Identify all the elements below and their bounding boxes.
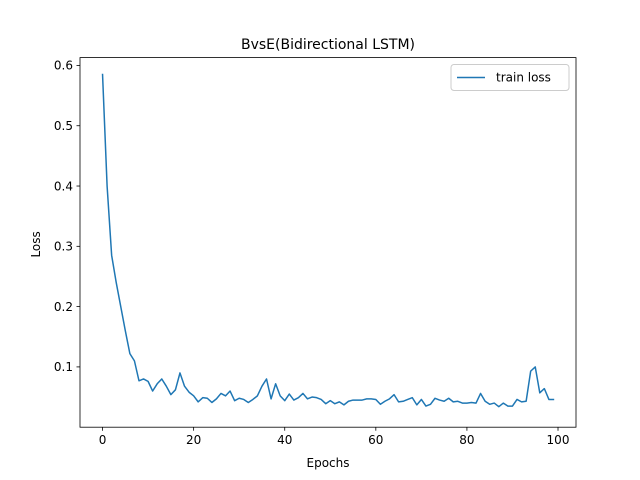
- chart-title: BvsE(Bidirectional LSTM): [241, 37, 415, 53]
- train-loss-line: [101, 73, 555, 408]
- x-tick-label: 0: [99, 433, 107, 447]
- x-tick-label: 60: [368, 433, 383, 447]
- x-axis-label: Epochs: [307, 456, 350, 470]
- y-tick-label: 0.5: [54, 119, 73, 133]
- x-tick-label: 100: [547, 433, 570, 447]
- y-tick-label: 0.3: [54, 240, 73, 254]
- legend-label-train-loss: train loss: [496, 71, 551, 85]
- plot-area: [80, 57, 576, 428]
- plot-frame: [79, 57, 577, 428]
- legend: train loss: [450, 64, 570, 91]
- y-tick-label: 0.4: [54, 179, 73, 193]
- legend-box: [450, 64, 570, 91]
- y-tick-label: 0.2: [54, 300, 73, 314]
- x-axis-ticks: 0 20 40 60 80 100: [99, 427, 570, 447]
- x-tick-label: 40: [277, 433, 292, 447]
- x-tick-label: 20: [186, 433, 201, 447]
- y-axis-label: Loss: [29, 231, 43, 257]
- y-tick-label: 0.1: [54, 360, 73, 374]
- y-tick-label: 0.6: [54, 59, 73, 73]
- x-tick-label: 80: [459, 433, 474, 447]
- y-axis-ticks: 0.1 0.2 0.3 0.4 0.5 0.6: [54, 59, 80, 374]
